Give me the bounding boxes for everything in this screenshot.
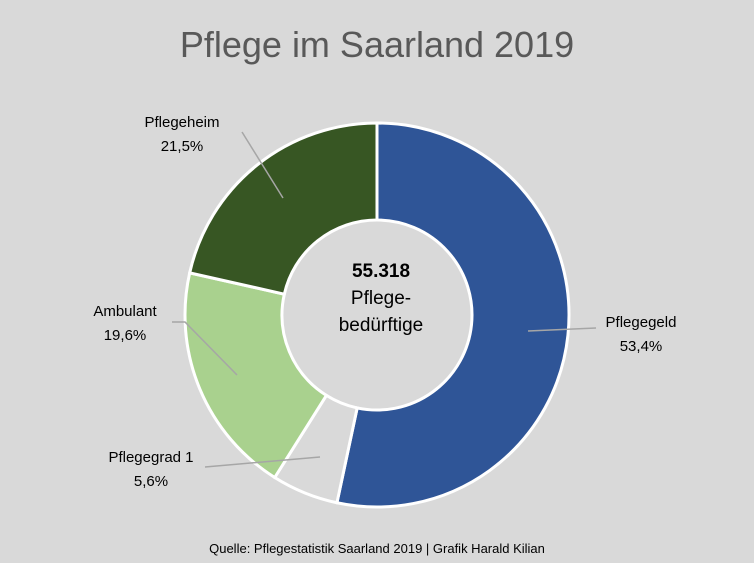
leader-lines	[172, 131, 597, 468]
slice-label-value: 21,5%	[161, 138, 204, 155]
leader-line-pflegeheim	[241, 131, 284, 199]
chart-title: Pflege im Saarland 2019	[180, 24, 574, 65]
center-total: 55.318	[352, 261, 410, 282]
slice-label-value: 53,4%	[620, 338, 663, 355]
slice-pflegegeld	[335, 121, 571, 509]
slice-label-name: Ambulant	[93, 303, 157, 320]
slice-label-name: Pflegegeld	[606, 314, 677, 331]
leader-line-pflegegeld	[527, 327, 597, 332]
slice-label-name: Pflegeheim	[144, 114, 219, 131]
source-note: Quelle: Pflegestatistik Saarland 2019 | …	[209, 541, 545, 556]
leader-line-ambulant	[172, 321, 238, 376]
slice-pflegeheim	[187, 121, 379, 296]
leader-line-pflegegrad	[204, 456, 321, 468]
slice-label-value: 19,6%	[104, 327, 147, 344]
center-line1: Pflege-	[351, 288, 411, 309]
slice-label-value: 5,6%	[134, 473, 168, 490]
slice-ambulant	[183, 271, 329, 480]
center-line2: bedürftige	[339, 315, 424, 336]
slice-label-name: Pflegegrad 1	[108, 449, 193, 466]
